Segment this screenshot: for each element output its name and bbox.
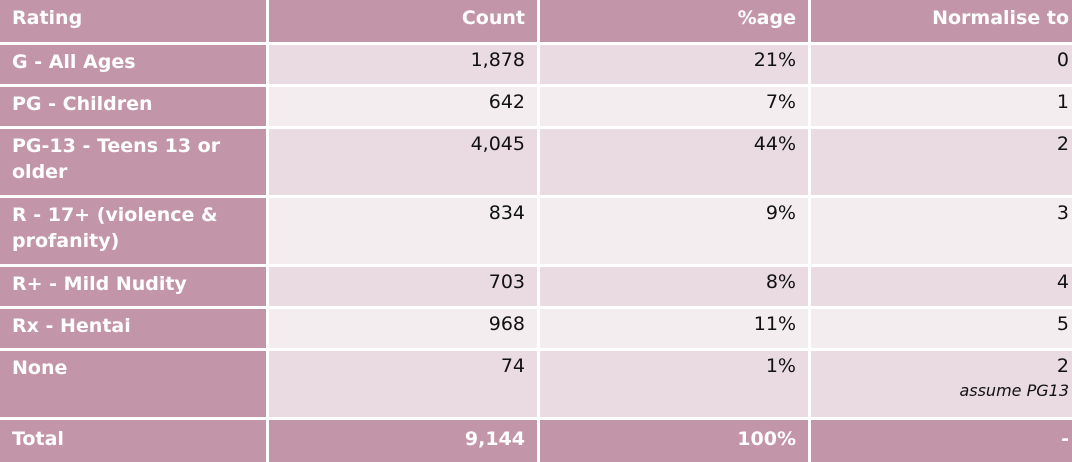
row-rating-label: G - All Ages [0,45,266,84]
header-normalise: Normalise to [811,0,1072,42]
header-rating: Rating [0,0,266,42]
row-rating-label: None [0,351,266,417]
row-rating-label: PG-13 - Teens 13 or older [0,129,266,195]
row-percent: 7% [540,87,808,126]
row-normalise: 2 [1056,355,1069,377]
row-normalise: 3 [811,198,1072,264]
row-rating-label: R - 17+ (violence & profanity) [0,198,266,264]
assumption-note: assume PG13 [959,381,1069,400]
row-percent: 1% [540,351,808,417]
row-percent: 8% [540,267,808,306]
row-count: 834 [269,198,537,264]
total-label: Total [0,420,266,462]
row-percent: 9% [540,198,808,264]
header-count: Count [269,0,537,42]
total-count: 9,144 [269,420,537,462]
row-percent: 44% [540,129,808,195]
total-normalise: - [811,420,1072,462]
row-normalise: 2 [811,129,1072,195]
row-count: 4,045 [269,129,537,195]
row-count: 1,878 [269,45,537,84]
row-rating-label: R+ - Mild Nudity [0,267,266,306]
row-normalise: 5 [811,309,1072,348]
row-count: 642 [269,87,537,126]
header-percent: %age [540,0,808,42]
row-count: 74 [269,351,537,417]
row-normalise: 1 [811,87,1072,126]
row-normalise: 0 [811,45,1072,84]
row-normalise: 4 [811,267,1072,306]
row-rating-label: PG - Children [0,87,266,126]
row-count: 703 [269,267,537,306]
row-rating-label: Rx - Hentai [0,309,266,348]
total-percent: 100% [540,420,808,462]
row-normalise-with-note: 2 assume PG13 [811,351,1072,417]
row-count: 968 [269,309,537,348]
row-percent: 11% [540,309,808,348]
row-percent: 21% [540,45,808,84]
